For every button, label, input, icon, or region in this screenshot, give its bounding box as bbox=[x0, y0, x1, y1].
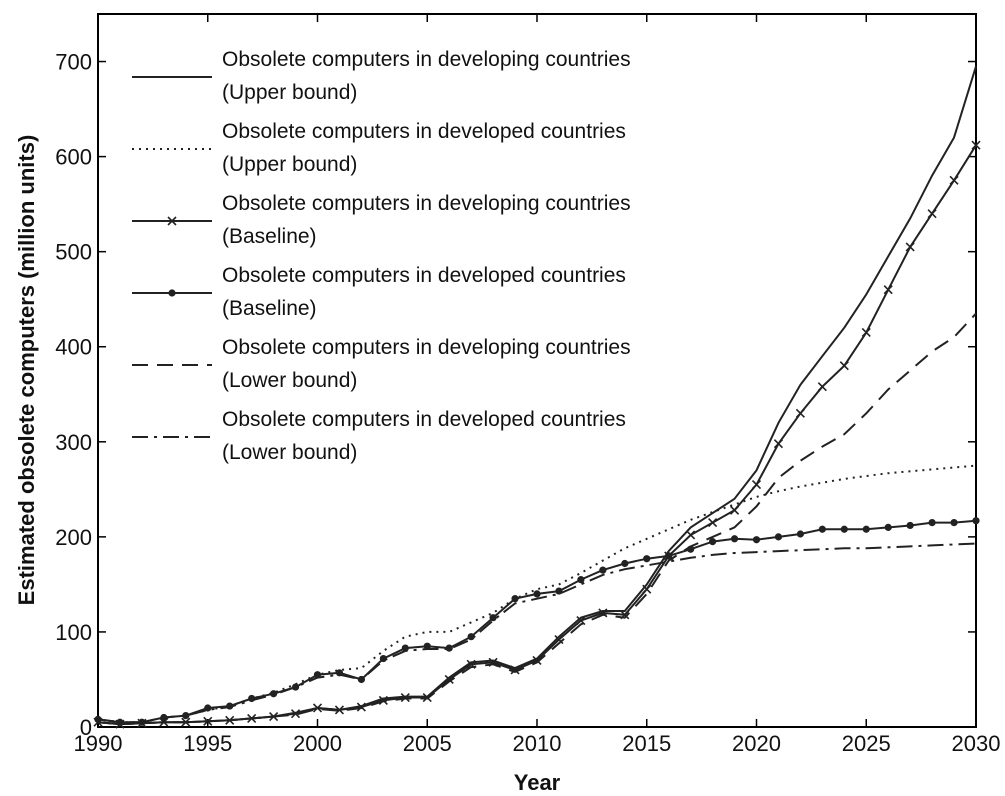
x-tick-label: 2020 bbox=[732, 731, 781, 756]
data-point-x-marker bbox=[971, 140, 981, 150]
series-6 bbox=[97, 542, 977, 724]
data-point-x-marker bbox=[949, 175, 959, 185]
data-point-dot-marker bbox=[709, 538, 717, 546]
y-axis-title: Estimated obsolete computers (million un… bbox=[14, 135, 39, 606]
legend-label: (Lower bound) bbox=[222, 441, 357, 464]
data-point-x-marker bbox=[883, 285, 893, 295]
data-point-dot-marker bbox=[291, 683, 300, 691]
data-point-x-marker bbox=[817, 382, 827, 392]
series-line-dashed bbox=[97, 312, 977, 726]
data-point-dot-marker bbox=[599, 566, 607, 574]
data-point-dot-marker bbox=[555, 587, 563, 595]
data-point-dot-marker bbox=[730, 535, 739, 543]
data-point-x-marker bbox=[334, 705, 345, 715]
data-point-x-marker bbox=[861, 327, 871, 338]
data-point-dot-marker bbox=[950, 519, 958, 527]
data-point-x-marker bbox=[905, 242, 915, 252]
data-point-dot-marker bbox=[533, 590, 541, 598]
series-group bbox=[93, 66, 981, 729]
legend-label: (Baseline) bbox=[222, 225, 317, 248]
data-point-dot-marker bbox=[862, 525, 870, 533]
data-point-x-marker bbox=[927, 209, 937, 219]
data-point-x-marker bbox=[444, 674, 454, 685]
data-point-dot-marker bbox=[928, 519, 936, 527]
x-tick-label: 1995 bbox=[183, 731, 232, 756]
data-point-x-marker bbox=[642, 584, 652, 594]
data-point-x-marker bbox=[686, 530, 696, 540]
legend-label: Obsolete computers in developing countri… bbox=[222, 336, 631, 359]
y-tick-label: 500 bbox=[55, 240, 92, 265]
legend-label: Obsolete computers in developed countrie… bbox=[222, 408, 626, 431]
data-point-x-marker bbox=[312, 703, 323, 713]
legend-item: Obsolete computers in developing countri… bbox=[132, 192, 631, 248]
series-4 bbox=[94, 517, 980, 726]
data-point-x-marker bbox=[708, 518, 718, 528]
data-point-x-marker bbox=[839, 361, 849, 371]
y-tick-label: 200 bbox=[55, 525, 92, 550]
x-tick-label: 2010 bbox=[513, 731, 562, 756]
legend: Obsolete computers in developing countri… bbox=[132, 48, 631, 464]
data-point-dot-marker bbox=[840, 525, 848, 533]
data-point-dot-marker bbox=[204, 704, 212, 712]
x-tick-label: 2005 bbox=[403, 731, 452, 756]
data-point-dot-marker bbox=[643, 555, 651, 563]
x-axis-title: Year bbox=[514, 770, 561, 795]
data-point-x-marker bbox=[729, 505, 740, 515]
data-point-x-marker bbox=[510, 665, 520, 675]
data-point-dot-marker bbox=[511, 595, 519, 603]
series-line-dashdot bbox=[97, 542, 977, 724]
legend-label: (Upper bound) bbox=[222, 81, 357, 104]
data-point-dot-marker bbox=[972, 517, 980, 525]
data-point-dot-marker bbox=[818, 525, 826, 533]
data-point-dot-marker bbox=[796, 530, 805, 538]
axis-ticks: 1990 1995 2000 2005 2010 2015 2020 2025 2030 0 100… bbox=[55, 14, 1000, 756]
x-tick-label: 2000 bbox=[293, 731, 342, 756]
legend-label: Obsolete computers in developing countri… bbox=[222, 48, 631, 71]
x-tick-label: 2015 bbox=[622, 731, 671, 756]
legend-label: Obsolete computers in developed countrie… bbox=[222, 264, 626, 287]
data-point-x-marker bbox=[167, 216, 177, 226]
data-point-dot-marker bbox=[94, 715, 102, 723]
data-point-x-marker bbox=[795, 408, 805, 418]
legend-item: Obsolete computers in developed countrie… bbox=[132, 408, 626, 464]
data-point-dot-marker bbox=[906, 521, 914, 530]
legend-item: Obsolete computers in developed countrie… bbox=[132, 120, 626, 176]
legend-label: (Baseline) bbox=[222, 297, 317, 320]
series-5 bbox=[97, 312, 977, 726]
y-tick-label: 700 bbox=[55, 50, 92, 75]
data-point-dot-marker bbox=[467, 633, 475, 641]
x-tick-label: 2030 bbox=[952, 731, 1001, 756]
y-tick-label: 100 bbox=[55, 620, 92, 645]
data-point-dot-marker bbox=[884, 523, 892, 531]
y-tick-label: 600 bbox=[55, 145, 92, 170]
data-point-dot-marker bbox=[774, 533, 783, 541]
data-point-x-marker bbox=[751, 480, 762, 490]
legend-label: Obsolete computers in developing countri… bbox=[222, 192, 631, 215]
legend-label: Obsolete computers in developed countrie… bbox=[222, 120, 626, 143]
x-tick-label: 2025 bbox=[842, 731, 891, 756]
data-point-dot-marker bbox=[182, 711, 190, 720]
data-point-dot-marker bbox=[423, 642, 431, 650]
data-point-x-marker bbox=[773, 439, 784, 449]
legend-item: Obsolete computers in developing countri… bbox=[132, 48, 631, 104]
data-point-x-marker bbox=[290, 709, 301, 719]
data-point-dot-marker bbox=[665, 552, 673, 560]
data-point-dot-marker bbox=[168, 289, 176, 297]
data-point-x-marker bbox=[576, 615, 586, 626]
series-3 bbox=[93, 140, 981, 729]
plot-area bbox=[97, 13, 977, 728]
data-point-dot-marker bbox=[577, 576, 585, 584]
legend-item: Obsolete computers in developed countrie… bbox=[132, 264, 626, 320]
y-tick-label: 300 bbox=[55, 430, 92, 455]
legend-label: (Lower bound) bbox=[222, 369, 357, 392]
x-tick-label: 1990 bbox=[74, 731, 123, 756]
data-point-dot-marker bbox=[752, 536, 761, 544]
legend-item: Obsolete computers in developing countri… bbox=[132, 336, 631, 392]
data-point-dot-marker bbox=[489, 614, 497, 622]
data-point-dot-marker bbox=[621, 559, 629, 568]
y-tick-label: 400 bbox=[55, 335, 92, 360]
legend-label: (Upper bound) bbox=[222, 153, 357, 176]
y-tick-label: 0 bbox=[80, 715, 92, 740]
